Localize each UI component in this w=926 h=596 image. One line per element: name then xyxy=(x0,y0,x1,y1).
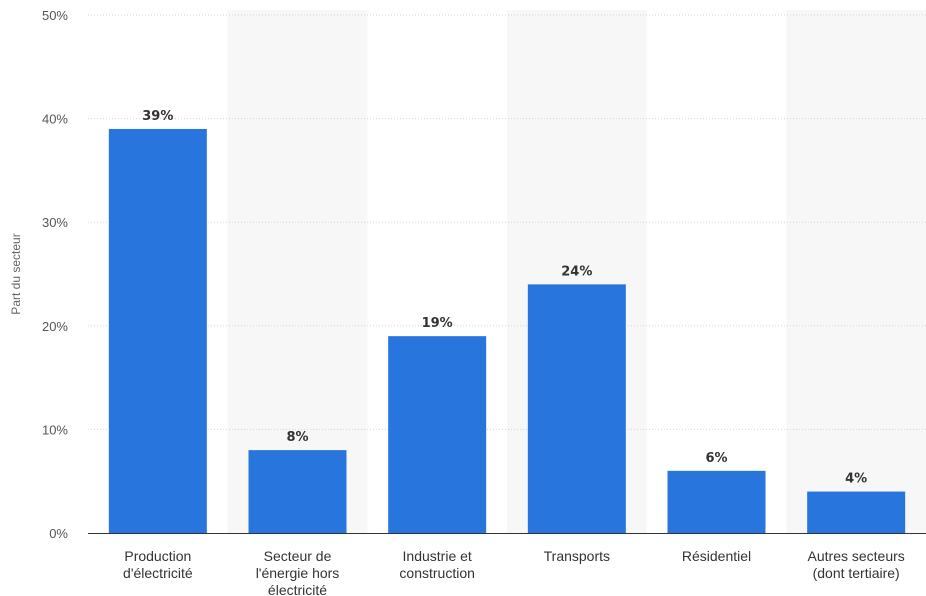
data-labels: 39% 8% 19% 24% 6% 4% xyxy=(142,109,867,487)
x-category-label: Transports xyxy=(544,548,610,564)
y-axis-title: Part du secteur xyxy=(9,233,23,314)
y-tick-label: 50% xyxy=(42,8,68,23)
data-label: 6% xyxy=(705,451,727,466)
x-category-label: Secteur de l'énergie hors électricité xyxy=(256,548,340,596)
x-category-label: Résidentiel xyxy=(682,548,751,564)
bar xyxy=(807,491,906,533)
x-axis-categories: Production d'électricité Secteur de l'énerg… xyxy=(123,548,905,596)
bar xyxy=(248,450,347,533)
y-tick-label: 30% xyxy=(42,215,68,230)
column-band xyxy=(786,10,926,533)
y-tick-label: 10% xyxy=(42,422,68,437)
data-label: 24% xyxy=(561,264,592,279)
x-category-label: Autres secteurs (dont tertiaire) xyxy=(808,548,905,581)
y-axis-ticks: 0% 10% 20% 30% 40% 50% xyxy=(42,8,68,541)
x-category-label: Production d'électricité xyxy=(123,548,193,581)
bar xyxy=(108,128,207,533)
column-bands xyxy=(227,10,926,533)
column-band xyxy=(227,10,368,533)
x-category-label: Industrie et construction xyxy=(399,548,474,581)
bar xyxy=(388,336,487,533)
y-tick-label: 40% xyxy=(42,112,68,127)
data-label: 19% xyxy=(422,316,453,331)
bar xyxy=(527,284,626,533)
y-tick-label: 0% xyxy=(49,526,68,541)
data-label: 8% xyxy=(286,430,308,445)
bars xyxy=(108,128,906,533)
data-label: 39% xyxy=(142,109,173,124)
y-tick-label: 20% xyxy=(42,319,68,334)
data-label: 4% xyxy=(845,472,867,487)
bar xyxy=(667,470,766,533)
